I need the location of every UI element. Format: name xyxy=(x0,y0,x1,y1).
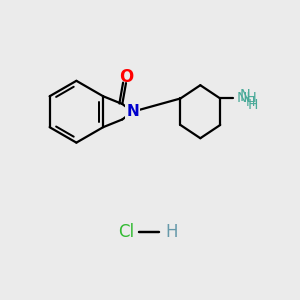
Text: N: N xyxy=(239,88,250,104)
Text: H: H xyxy=(166,224,178,242)
Text: H: H xyxy=(247,98,258,112)
Text: O: O xyxy=(119,68,133,85)
Text: NH: NH xyxy=(236,92,257,106)
Text: Cl: Cl xyxy=(118,224,134,242)
Text: H: H xyxy=(246,95,256,109)
Text: N: N xyxy=(126,104,139,119)
